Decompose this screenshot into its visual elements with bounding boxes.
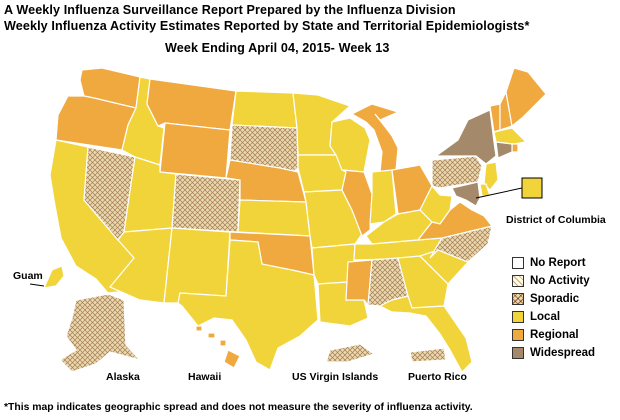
legend-item: No Activity [512, 272, 595, 290]
swatch-widespread [512, 347, 524, 359]
label-us-virgin-islands: US Virgin Islands [292, 371, 378, 383]
state-kansas [237, 199, 311, 237]
state-north-dakota [231, 90, 298, 129]
legend-label: Widespread [530, 347, 596, 359]
label-district-of-columbia: District of Columbia [506, 214, 606, 226]
legend-label: No Activity [530, 275, 590, 287]
report-title: A Weekly Influenza Surveillance Report P… [4, 3, 456, 17]
state-new-mexico [163, 227, 231, 304]
state-mississippi [345, 259, 373, 307]
state-south-dakota [229, 124, 299, 173]
activity-legend: No Report No Activity Sporadic Local Reg… [512, 254, 595, 362]
state-massachusetts [493, 127, 528, 145]
swatch-no-activity [512, 275, 524, 287]
legend-item: Sporadic [512, 290, 595, 308]
footnote: *This map indicates geographic spread an… [4, 402, 473, 413]
state-indiana [369, 169, 397, 225]
swatch-local [512, 311, 524, 323]
state-colorado [171, 173, 241, 233]
state-connecticut [495, 141, 513, 159]
guam-pointer-line [29, 283, 45, 287]
legend-item: Local [512, 308, 595, 326]
dc-pointer-line [475, 187, 523, 199]
legend-label: Sporadic [530, 293, 580, 305]
label-puerto-rico: Puerto Rico [408, 371, 467, 383]
swatch-sporadic [512, 293, 524, 305]
state-maryland [451, 181, 481, 207]
state-michigan [350, 103, 400, 173]
label-guam: Guam [13, 270, 43, 282]
territory-puerto-rico [409, 347, 447, 363]
label-hawaii: Hawaii [188, 371, 221, 383]
state-florida [378, 295, 473, 373]
swatch-regional [512, 329, 524, 341]
dc-inset-box [521, 177, 543, 199]
state-alaska [59, 293, 142, 373]
state-illinois [341, 169, 373, 237]
state-virginia [416, 201, 494, 241]
week-label: Week Ending April 04, 2015- Week 13 [165, 41, 390, 55]
state-delaware [479, 183, 491, 197]
legend-item: Regional [512, 326, 595, 344]
state-rhode-island [511, 143, 519, 153]
territory-us-virgin-islands [325, 343, 376, 363]
state-hawaii [195, 325, 241, 369]
legend-label: Local [530, 311, 561, 323]
state-shapes [42, 67, 547, 373]
state-new-jersey [483, 161, 499, 191]
report-subtitle: Weekly Influenza Activity Estimates Repo… [4, 19, 530, 33]
state-texas [177, 239, 319, 371]
state-maine [505, 67, 547, 128]
legend-item: Widespread [512, 344, 595, 362]
legend-label: Regional [530, 329, 579, 341]
state-wyoming [159, 122, 231, 179]
label-alaska: Alaska [106, 371, 140, 383]
state-new-york [434, 109, 497, 165]
legend-item: No Report [512, 254, 595, 272]
legend-label: No Report [530, 257, 586, 269]
swatch-no-report [512, 257, 524, 269]
territory-guam [42, 265, 65, 289]
state-montana [146, 78, 237, 131]
